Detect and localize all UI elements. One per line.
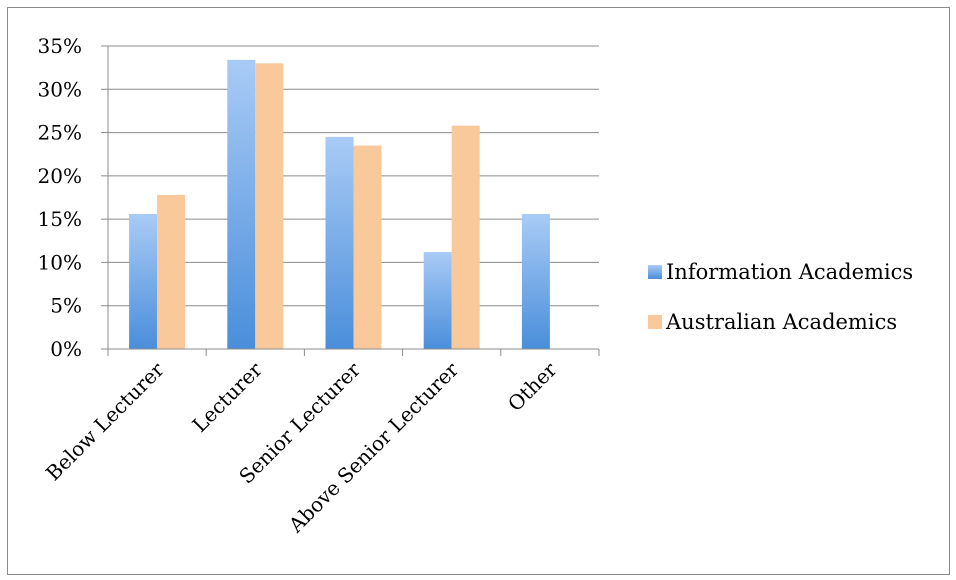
y-tick-label: 5% <box>50 294 82 318</box>
legend-swatch <box>648 265 662 279</box>
x-category-label: Below Lecturer <box>41 357 169 485</box>
bar-australian-academics <box>353 145 382 349</box>
bar-information-academics <box>423 252 452 349</box>
bar-information-academics <box>521 213 550 349</box>
bar-information-academics <box>227 59 256 349</box>
legend-label: Australian Academics <box>665 310 897 334</box>
y-tick-label: 35% <box>38 34 82 58</box>
bars <box>129 59 550 350</box>
y-tick-label: 15% <box>38 207 82 231</box>
bar-information-academics <box>129 213 158 349</box>
bar-information-academics <box>325 136 354 349</box>
x-category-label: Lecturer <box>187 357 267 437</box>
axes <box>107 46 600 356</box>
y-tick-label: 20% <box>38 164 82 188</box>
y-tick-label: 30% <box>38 77 82 101</box>
chart-frame: 0% 5% 10% 15% 20% 25% 30% 35% Below Lecturer Lec… <box>7 7 950 575</box>
x-category-label: Above Senior Lecturer <box>283 357 463 537</box>
y-tick-label: 10% <box>38 250 82 274</box>
bar-chart: 0% 5% 10% 15% 20% 25% 30% 35% Below Lecturer Lec… <box>38 34 914 538</box>
y-tick-label: 0% <box>50 337 82 361</box>
y-axis-ticks: 0% 5% 10% 15% 20% 25% 30% 35% <box>38 34 108 361</box>
legend-label: Information Academics <box>666 260 913 284</box>
bar-australian-academics <box>255 63 284 350</box>
x-category-label: Other <box>503 357 562 416</box>
legend: Information Academics Australian Academic… <box>648 260 913 334</box>
y-tick-label: 25% <box>38 121 82 145</box>
bar-australian-academics <box>451 125 480 349</box>
legend-swatch <box>648 315 662 329</box>
bar-australian-academics <box>157 194 186 349</box>
